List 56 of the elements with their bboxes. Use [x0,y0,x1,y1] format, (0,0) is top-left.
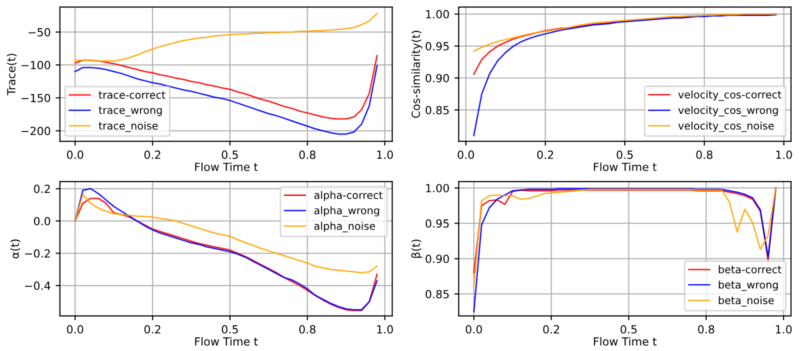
y-tick-label: 0.95 [426,219,449,228]
x-tick-label: 0.0 [458,150,474,159]
x-tick-label: 0.8 [696,150,712,159]
x-axis-title: Flow Time t [195,162,258,172]
y-tick-label: 0.90 [426,74,449,82]
legend-label: trace-correct [98,91,166,99]
x-tick-label: 0.5 [222,325,238,334]
y-tick-label: 0.0 [34,216,50,226]
x-tick-label: 1.0 [377,325,393,334]
y-tick-label: 0.2 [34,184,50,194]
x-axis-title: Flow Time t [195,337,258,346]
legend-label: beta-correct [718,265,782,274]
y-tick-label: −100 [22,60,50,70]
x-axis-title: Flow Time t [594,162,657,172]
y-tick-label: −200 [22,126,50,136]
y-tick-label: 0.90 [426,254,449,264]
x-tick-label: 1.0 [776,150,792,159]
legend-label: beta_noise [718,296,774,307]
x-tick-label: 0.5 [616,150,633,159]
x-tick-label: 0.5 [620,325,637,334]
x-tick-label: 0.0 [67,150,84,159]
legend-label: beta_wrong [718,280,778,291]
y-tick-label: −0.2 [25,249,50,258]
x-tick-label: 0.8 [698,325,714,334]
legend-label: velocity_cos-correct [678,90,782,101]
legend-label: trace_noise [98,122,158,132]
y-tick-label: 0.85 [426,106,449,114]
y-axis-title: Trace(t) [6,54,17,96]
x-tick-label: 1.0 [377,150,393,159]
y-tick-label: 0.85 [426,290,449,298]
x-tick-label: 0.2 [537,150,554,159]
y-axis-title: β(t) [411,240,422,258]
legend-label: alpha_noise [314,222,375,232]
x-axis-title: Flow Time t [594,337,657,346]
x-tick-label: 0.2 [144,150,160,159]
x-tick-label: 0.0 [67,325,84,334]
y-tick-label: 0.95 [426,42,449,50]
legend-label: alpha-correct [314,190,383,202]
legend-label: alpha_wrong [314,206,380,217]
y-tick-label: 1.00 [426,184,449,192]
y-axis-title: Cos-similarity(t) [411,30,422,118]
y-tick-label: −50 [28,28,50,36]
y-axis-title: α(t) [10,240,20,258]
x-tick-label: 1.0 [776,325,792,334]
x-tick-label: 0.0 [466,325,482,334]
y-tick-label: −150 [22,94,50,102]
x-tick-label: 0.2 [543,325,560,334]
x-tick-label: 0.5 [222,150,238,159]
y-tick-label: 1.00 [426,10,449,18]
x-tick-label: 0.8 [299,150,316,159]
y-tick-label: −0.4 [25,282,50,290]
x-tick-label: 0.8 [299,325,316,334]
legend-label: velocity_cos_noise [678,122,774,132]
x-tick-label: 0.2 [144,325,160,334]
legend-label: velocity_cos_wrong [678,106,778,116]
legend-label: trace_wrong [98,106,162,116]
